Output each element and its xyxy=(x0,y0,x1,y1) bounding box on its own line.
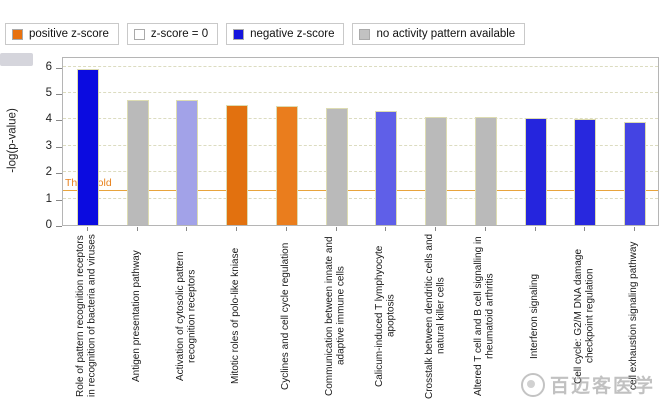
bar-5[interactable] xyxy=(275,106,298,225)
bar-11[interactable] xyxy=(574,119,597,225)
y-tick-mark xyxy=(56,67,62,69)
bar-4[interactable] xyxy=(226,104,249,225)
x-category-label-2: Antigen presentation pathway xyxy=(130,250,142,382)
watermark: 百迈客医学 xyxy=(520,371,655,398)
x-tick-mark xyxy=(86,227,88,231)
x-label-cell: Antigen presentation pathway xyxy=(112,230,162,404)
bar-6[interactable] xyxy=(325,107,348,225)
x-tick-mark xyxy=(236,227,238,231)
y-tick-mark xyxy=(56,120,62,122)
x-tick-mark xyxy=(435,227,437,231)
gridline-y5 xyxy=(63,91,658,93)
x-category-label-9: Altered T cell and B cell signalling in … xyxy=(473,236,496,396)
bar-1[interactable] xyxy=(76,69,99,225)
negative-zscore-swatch-icon xyxy=(233,28,245,40)
x-category-label-7: Calicum-induced T lymphyocyte apoptosis xyxy=(373,245,397,387)
bar-8[interactable] xyxy=(425,116,448,225)
x-label-cell: Activation of cytosolic pattern recognit… xyxy=(162,230,212,404)
x-tick-mark xyxy=(335,227,337,231)
plot-area: Threshold xyxy=(62,57,659,226)
bar-3[interactable] xyxy=(176,99,199,225)
x-label-cell: Altered T cell and B cell signalling in … xyxy=(460,230,510,404)
bar-10[interactable] xyxy=(524,118,547,225)
bar-9[interactable] xyxy=(474,116,497,225)
bar-7[interactable] xyxy=(375,111,398,225)
legend-item-zscore-zero[interactable]: z-score = 0 xyxy=(126,23,219,45)
y-tick-mark xyxy=(56,146,62,148)
bar-2[interactable] xyxy=(126,99,149,225)
bar-12[interactable] xyxy=(624,122,647,225)
y-tick-label-5: 5 xyxy=(45,86,52,99)
gridline-y3 xyxy=(63,144,658,146)
y-tick-mark xyxy=(56,226,62,227)
x-tick-mark xyxy=(484,227,486,231)
ui-corner-artifact xyxy=(0,53,33,66)
y-tick-mark xyxy=(56,173,62,175)
x-tick-mark xyxy=(385,227,387,231)
y-axis-label: -log(p-value) xyxy=(6,108,19,173)
y-tick-label-2: 2 xyxy=(45,166,52,179)
x-label-cell: Crosstalk between dendritic cells and na… xyxy=(410,230,460,404)
gridline-y2 xyxy=(63,171,658,173)
gridline-y6 xyxy=(63,65,658,67)
positive-zscore-swatch-icon xyxy=(12,28,23,40)
x-category-label-4: Mitotic roles of polo-like kniase xyxy=(230,247,242,385)
threshold-line xyxy=(63,189,658,191)
x-category-label-1: Role of pattern recognition receptors in… xyxy=(75,234,98,398)
legend-label: negative z-score xyxy=(250,28,335,40)
x-tick-mark xyxy=(584,227,586,231)
x-category-label-5: Cyclines and cell cycle regulation xyxy=(280,242,292,390)
x-label-cell: Communication between innate and adaptiv… xyxy=(311,230,361,404)
y-tick-label-6: 6 xyxy=(45,60,52,73)
no-activity-swatch-icon xyxy=(359,28,371,40)
watermark-logo-icon xyxy=(520,372,545,397)
x-category-label-6: Communication between innate and adaptiv… xyxy=(324,236,347,396)
gridline-y1 xyxy=(63,197,658,199)
x-tick-mark xyxy=(285,227,287,231)
x-label-cell: Role of pattern recognition receptors in… xyxy=(62,230,112,404)
x-tick-mark xyxy=(186,227,188,231)
zscore-zero-swatch-icon xyxy=(133,28,145,40)
x-category-label-3: Activation of cytosolic pattern recognit… xyxy=(174,251,198,381)
x-category-label-8: Crosstalk between dendritic cells and na… xyxy=(423,233,447,399)
watermark-text: 百迈客医学 xyxy=(549,376,655,397)
legend: positive z-score z-score = 0 negative z-… xyxy=(5,23,526,45)
legend-label: positive z-score xyxy=(29,28,109,40)
y-tick-label-4: 4 xyxy=(45,113,52,126)
y-tick-mark xyxy=(56,199,62,201)
legend-item-positive-zscore[interactable]: positive z-score xyxy=(5,23,119,45)
x-tick-mark xyxy=(534,227,536,231)
gridline-y4 xyxy=(63,118,658,120)
y-tick-label-0: 0 xyxy=(45,219,52,231)
y-tick-mark xyxy=(56,93,62,95)
x-label-cell: Mitotic roles of polo-like kniase xyxy=(211,230,261,404)
legend-label: no activity pattern available xyxy=(376,28,516,40)
y-tick-label-1: 1 xyxy=(45,192,52,205)
legend-item-no-activity[interactable]: no activity pattern available xyxy=(352,23,526,45)
x-label-cell: Calicum-induced T lymphyocyte apoptosis xyxy=(361,230,411,404)
legend-item-negative-zscore[interactable]: negative z-score xyxy=(226,23,345,45)
x-label-cell: Cyclines and cell cycle regulation xyxy=(261,230,311,404)
legend-label: z-score = 0 xyxy=(150,28,209,40)
y-tick-label-3: 3 xyxy=(45,139,52,152)
x-tick-mark xyxy=(634,227,636,231)
x-tick-mark xyxy=(136,227,138,231)
